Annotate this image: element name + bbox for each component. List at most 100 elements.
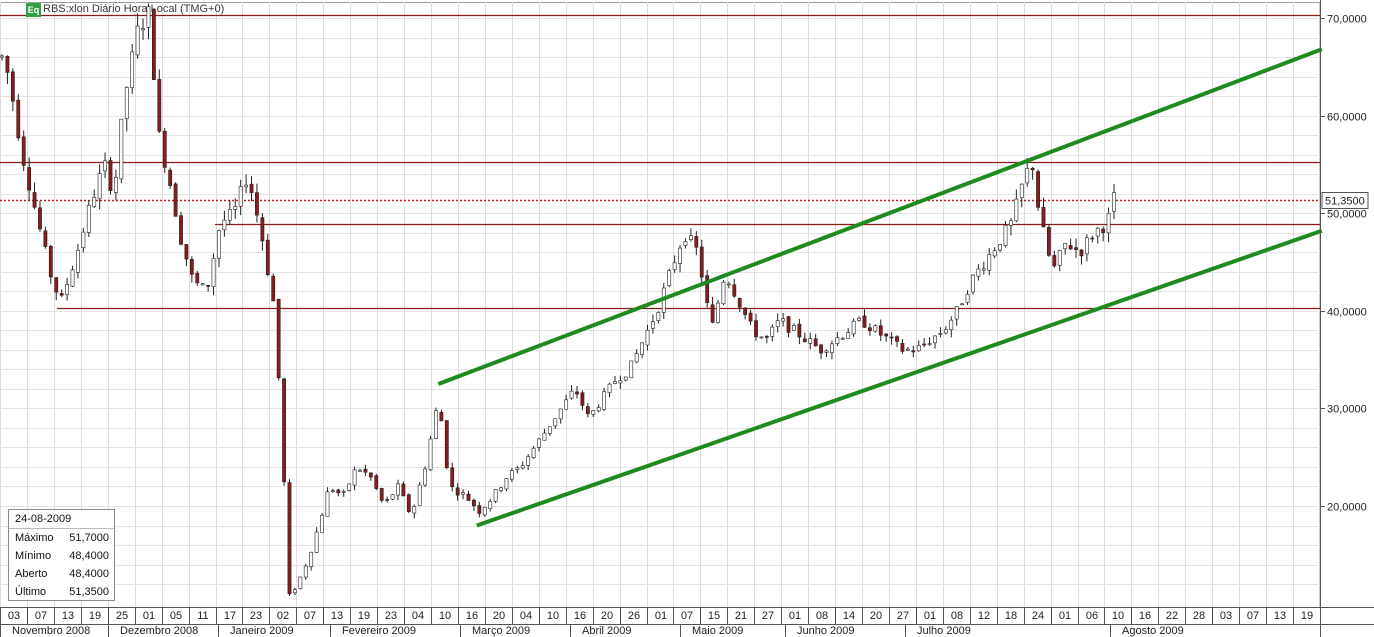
chart-title[interactable]: RBS:xlon Diário Hora Local (TMG+0) — [43, 3, 225, 15]
candle-body — [255, 192, 259, 216]
candle-body — [119, 118, 124, 180]
instrument-badge[interactable]: Eq — [26, 3, 41, 17]
x-tick-label: 22 — [1166, 610, 1178, 622]
x-tick-label: 06 — [1086, 610, 1098, 622]
x-tick-label: 05 — [170, 610, 182, 622]
candle-body — [81, 231, 86, 248]
candle-body — [504, 478, 509, 490]
month-label: Fevereiro 2009 — [342, 625, 416, 637]
candle-body — [114, 176, 118, 193]
candle-body — [124, 87, 129, 119]
x-tick-label: 11 — [197, 610, 208, 622]
candle-body — [868, 327, 872, 332]
candle-body — [38, 207, 42, 230]
x-tick-label: 10 — [439, 610, 451, 622]
x-tick-label: 21 — [735, 610, 747, 622]
candle-body — [1090, 237, 1095, 240]
candle-body — [472, 499, 476, 507]
candle-body — [987, 254, 992, 271]
candle-body — [65, 284, 69, 296]
candle-body — [325, 491, 330, 517]
candle-body — [884, 333, 889, 337]
x-tick-label: 07 — [1247, 610, 1259, 622]
candle-body — [54, 277, 59, 293]
candle-body — [547, 426, 552, 434]
candle-body — [672, 262, 677, 271]
candle-body — [678, 247, 682, 264]
trend-channel-line — [437, 47, 1323, 386]
candle-body — [439, 411, 444, 422]
candle-body — [531, 447, 536, 459]
candle-body — [857, 317, 861, 321]
month-label: Janeiro 2009 — [230, 625, 294, 637]
candle-body — [813, 338, 818, 347]
candle-body — [293, 589, 297, 594]
candle-body — [651, 321, 655, 329]
candle-body — [797, 323, 802, 338]
candle-body — [428, 438, 433, 471]
candle-body — [960, 303, 965, 306]
candle-body — [434, 410, 438, 439]
candle-body — [743, 307, 748, 315]
x-tick-label: 17 — [224, 610, 236, 622]
candle-body — [792, 325, 796, 331]
candle-body — [1057, 250, 1062, 266]
x-tick-label: 23 — [385, 610, 397, 622]
candle-body — [607, 383, 612, 394]
candle-body — [585, 406, 590, 415]
candle-body — [667, 270, 672, 286]
candle-body — [1106, 213, 1111, 234]
candle-body — [721, 281, 726, 305]
candle-body — [200, 283, 205, 286]
candle-body — [482, 506, 487, 516]
candle-body — [965, 293, 970, 303]
candle-body — [971, 274, 975, 293]
x-tick-label: 13 — [331, 610, 343, 622]
candle-body — [249, 183, 254, 193]
candle-body — [92, 197, 97, 207]
x-tick-label: 13 — [62, 610, 74, 622]
candle-body — [368, 472, 373, 478]
y-tick-label: 40,0000 — [1327, 307, 1367, 319]
candle-body — [211, 258, 216, 288]
candle-body — [271, 275, 276, 302]
candle-body — [265, 239, 270, 276]
plot-frame — [0, 2, 1321, 608]
candle-body — [151, 8, 156, 80]
candle-body — [748, 312, 753, 322]
candle-body — [336, 489, 341, 494]
candle-body — [575, 391, 579, 395]
x-tick-label: 10 — [547, 610, 559, 622]
candle-body — [0, 55, 4, 58]
y-tick-label: 60,0000 — [1327, 112, 1367, 124]
candle-body — [656, 312, 661, 321]
month-label: Novembro 2008 — [12, 625, 90, 637]
info-value: 48,4000 — [69, 550, 109, 562]
trend-channel-line — [476, 228, 1323, 528]
last-price-label: 51,3500 — [1325, 196, 1365, 208]
candle-body — [808, 338, 813, 344]
candle-body — [43, 230, 48, 247]
month-label: Dezembro 2008 — [120, 625, 198, 637]
month-label: Julho 2009 — [917, 625, 971, 637]
candle-body — [184, 244, 189, 260]
candle-body — [374, 475, 379, 489]
candle-body — [59, 293, 64, 296]
candle-body — [835, 337, 840, 344]
candle-body — [851, 320, 856, 335]
candle-body — [1030, 167, 1035, 171]
info-value: 51,7000 — [69, 532, 109, 544]
candle-body — [1047, 227, 1051, 256]
candle-body — [233, 206, 238, 210]
candle-body — [732, 284, 737, 297]
x-tick-label: 19 — [1301, 610, 1313, 622]
candle-body — [379, 488, 384, 501]
candle-body — [688, 235, 693, 240]
candle-body — [591, 410, 596, 415]
x-tick-label: 27 — [897, 610, 909, 622]
grid — [0, 2, 1321, 608]
candle-body — [1036, 171, 1040, 208]
candle-body — [569, 390, 574, 399]
